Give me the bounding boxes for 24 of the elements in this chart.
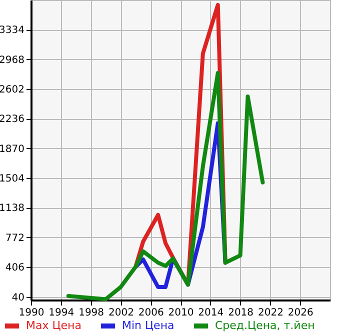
legend-label: Min Цена: [122, 319, 174, 332]
x-tick-label: 2014: [198, 308, 224, 318]
x-tick-label: 2002: [108, 308, 134, 318]
x-tick-label: 1998: [78, 308, 104, 318]
y-tick-label: 1138: [0, 203, 24, 214]
y-tick-label: 2968: [0, 54, 24, 66]
y-tick-label: 1504: [0, 174, 24, 185]
x-tick-label: 2022: [258, 308, 284, 318]
x-tick-label: 2006: [138, 308, 164, 318]
y-tick-label: 772: [5, 232, 24, 244]
y-tick-label: 40: [12, 292, 24, 304]
x-tick-label: 2018: [228, 308, 254, 318]
x-tick-label: 2026: [288, 308, 314, 318]
y-tick-label: 1870: [0, 144, 24, 155]
x-tick-label: 1990: [18, 308, 44, 318]
legend-label: Сред.Цена, т.йен: [215, 319, 315, 332]
y-tick-label: 406: [5, 262, 24, 274]
line-series: [66, 70, 265, 302]
y-tick-label: 2236: [0, 114, 24, 126]
y-tick-label: 3334: [0, 25, 24, 36]
legend-label: Max Цена: [26, 319, 82, 332]
x-tick-label: 2010: [168, 308, 194, 318]
x-tick-label: 1994: [48, 308, 74, 318]
y-tick-label: 2602: [0, 84, 24, 96]
